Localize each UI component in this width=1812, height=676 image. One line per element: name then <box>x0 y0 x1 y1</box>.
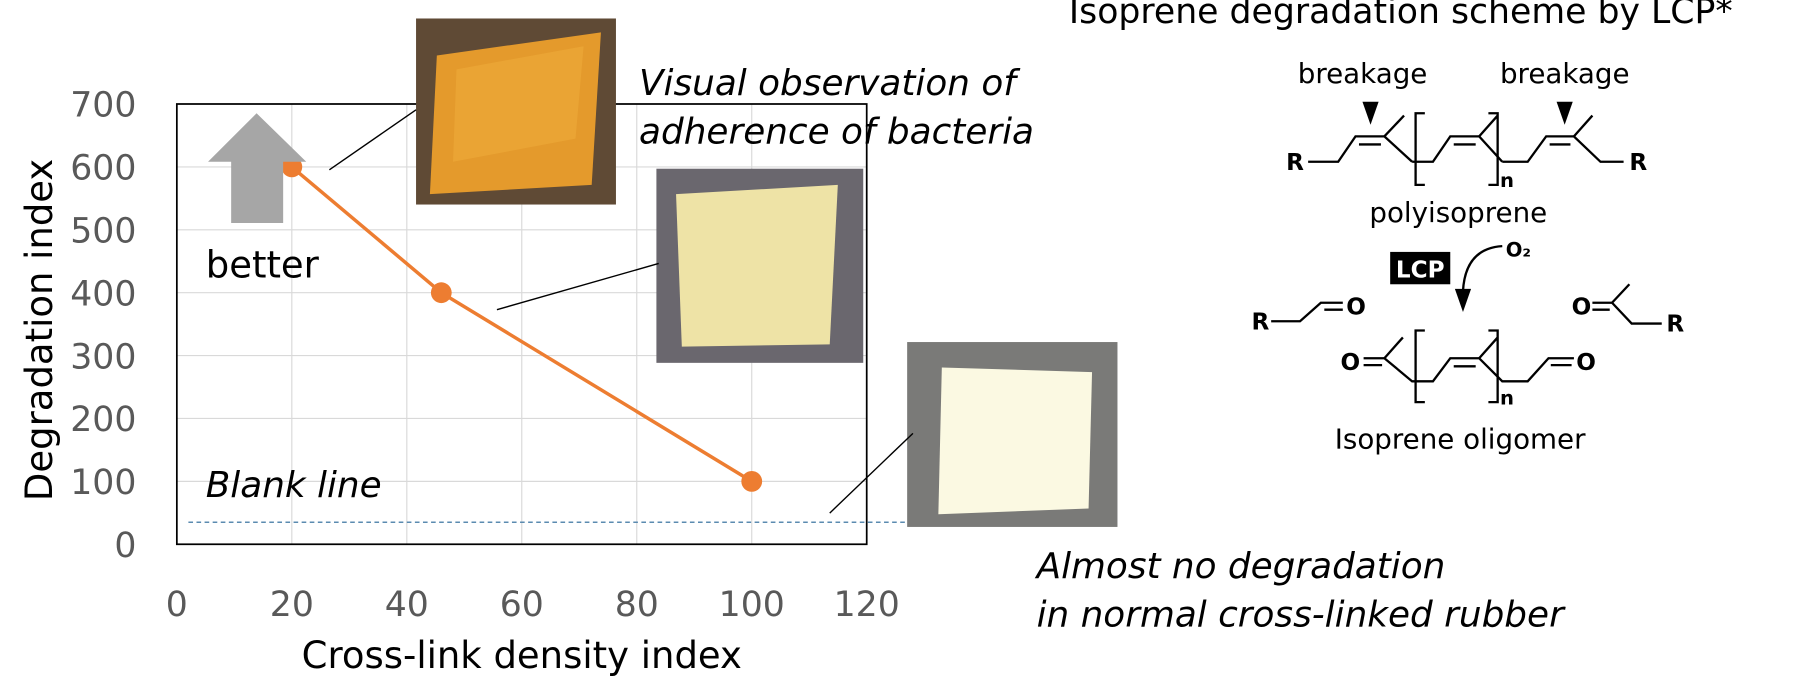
leader-line <box>830 433 913 513</box>
y-tick-label: 200 <box>70 400 136 440</box>
x-tick-label: 0 <box>166 585 188 625</box>
y-tick-label: 400 <box>70 274 136 314</box>
reference-label: Blank line <box>206 465 382 506</box>
polymer-name: polyisoprene <box>1369 196 1547 229</box>
atom: R <box>1666 312 1684 338</box>
atom: O <box>1346 294 1366 320</box>
x-tick-label: 80 <box>615 585 659 625</box>
atom: n <box>1500 169 1514 192</box>
slide: 0 100 200 300 400 500 600 700 0 20 40 60 80 100 120 Cro… <box>0 0 1812 676</box>
y-tick-label: 300 <box>70 337 136 377</box>
data-point <box>431 282 452 303</box>
x-tick-label: 40 <box>385 585 429 625</box>
atom: O <box>1576 350 1596 376</box>
page: {"chart_data": {"type": "line", "x": [20… <box>0 0 1812 676</box>
breakage-label: breakage <box>1298 57 1428 90</box>
x-axis-title: Cross-link density index <box>302 634 742 676</box>
annotation: adherence of bacteria <box>639 111 1034 152</box>
x-tick-label: 100 <box>719 585 785 625</box>
data-point <box>741 471 762 492</box>
atom: R <box>1252 309 1270 335</box>
x-tick-label: 60 <box>500 585 544 625</box>
product-name: Isoprene oligomer <box>1335 422 1586 455</box>
y-tick-label: 700 <box>70 86 136 126</box>
atom: O <box>1340 350 1360 376</box>
y-tick-label: 600 <box>70 149 136 189</box>
annotation: in normal cross-linked rubber <box>1037 594 1566 635</box>
scheme: Isoprene degradation scheme by LCP* brea… <box>1069 0 1733 455</box>
x-tick-label: 20 <box>270 585 314 625</box>
oxidant: O₂ <box>1506 239 1531 262</box>
y-tick-label: 0 <box>114 526 136 566</box>
atom: O <box>1572 294 1592 320</box>
photo <box>907 342 1117 527</box>
breakage-label: breakage <box>1500 57 1630 90</box>
catalyst: LCP <box>1396 257 1445 283</box>
y-axis-title: Degradation index <box>18 159 61 501</box>
leader-line <box>329 110 416 170</box>
photo <box>656 169 863 363</box>
atom: R <box>1286 150 1304 176</box>
atom: R <box>1629 150 1647 176</box>
annotation: Almost no degradation <box>1035 546 1446 587</box>
annotation: better <box>206 243 320 286</box>
scheme-title: Isoprene degradation scheme by LCP* <box>1069 0 1733 32</box>
photo <box>416 18 616 204</box>
y-tick-label: 100 <box>70 463 136 503</box>
x-tick-label: 120 <box>834 585 900 625</box>
atom: n <box>1500 386 1514 409</box>
y-tick-label: 500 <box>70 212 136 252</box>
annotation: Visual observation of <box>639 63 1021 104</box>
